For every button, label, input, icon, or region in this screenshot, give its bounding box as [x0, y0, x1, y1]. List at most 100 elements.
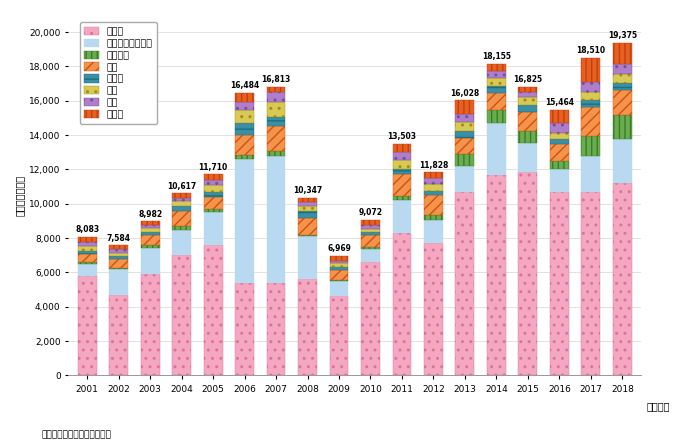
Bar: [456, 154, 474, 166]
Bar: [203, 180, 223, 186]
Bar: [329, 281, 349, 296]
Bar: [78, 242, 97, 246]
Bar: [109, 269, 128, 295]
Bar: [266, 156, 286, 283]
Text: 18,510: 18,510: [576, 46, 606, 55]
Bar: [519, 172, 537, 376]
Bar: [393, 199, 412, 232]
Bar: [582, 136, 600, 156]
Bar: [203, 175, 223, 180]
Bar: [361, 220, 380, 225]
Bar: [329, 270, 349, 280]
Bar: [424, 215, 443, 220]
Bar: [582, 91, 600, 100]
Bar: [78, 237, 97, 242]
Bar: [203, 192, 223, 197]
Bar: [329, 280, 349, 281]
Bar: [613, 43, 632, 65]
Text: 8,083: 8,083: [75, 225, 99, 234]
Bar: [393, 174, 412, 196]
Bar: [329, 267, 349, 270]
Bar: [298, 206, 317, 211]
Bar: [235, 135, 254, 155]
Bar: [203, 212, 223, 245]
Bar: [393, 232, 412, 376]
Text: 13,503: 13,503: [388, 132, 416, 141]
Bar: [109, 268, 128, 269]
Bar: [266, 283, 286, 376]
Bar: [456, 137, 474, 154]
Bar: [550, 145, 569, 161]
Bar: [266, 87, 286, 92]
Bar: [172, 198, 191, 202]
Bar: [78, 276, 97, 376]
Bar: [519, 87, 537, 92]
Bar: [613, 65, 632, 74]
Bar: [456, 192, 474, 376]
Bar: [361, 262, 380, 376]
Bar: [140, 229, 160, 232]
Bar: [266, 92, 286, 102]
Bar: [487, 175, 506, 376]
Bar: [203, 186, 223, 192]
Bar: [424, 184, 443, 191]
Bar: [550, 161, 569, 169]
Bar: [519, 112, 537, 131]
Bar: [456, 131, 474, 137]
Bar: [140, 225, 160, 229]
Bar: [172, 226, 191, 229]
Bar: [487, 86, 506, 93]
Bar: [613, 115, 632, 139]
Bar: [266, 118, 286, 126]
Bar: [235, 123, 254, 135]
Bar: [456, 166, 474, 192]
Bar: [235, 159, 254, 283]
Bar: [109, 249, 128, 253]
Bar: [361, 235, 380, 247]
Y-axis label: （単位・億円）: （単位・億円）: [15, 175, 25, 216]
Bar: [582, 82, 600, 91]
Bar: [140, 235, 160, 245]
Bar: [140, 221, 160, 225]
Text: 7,584: 7,584: [107, 234, 131, 243]
Bar: [361, 225, 380, 229]
Bar: [78, 251, 97, 254]
Bar: [298, 218, 317, 235]
Bar: [393, 169, 412, 174]
Bar: [298, 211, 317, 218]
Bar: [582, 107, 600, 136]
Bar: [550, 110, 569, 123]
Bar: [329, 261, 349, 263]
Bar: [298, 202, 317, 206]
Bar: [172, 255, 191, 376]
Bar: [329, 263, 349, 267]
Bar: [613, 139, 632, 183]
Text: 16,028: 16,028: [450, 89, 479, 98]
Bar: [456, 100, 474, 114]
Bar: [109, 245, 128, 249]
Bar: [109, 256, 128, 259]
Bar: [235, 92, 254, 102]
Bar: [172, 202, 191, 206]
Text: 16,813: 16,813: [262, 75, 290, 84]
Text: 10,347: 10,347: [293, 186, 322, 195]
Bar: [361, 229, 380, 232]
Bar: [393, 196, 412, 199]
Text: 11,710: 11,710: [199, 163, 227, 172]
Text: 9,072: 9,072: [358, 208, 382, 217]
Bar: [519, 131, 537, 143]
Bar: [519, 92, 537, 97]
Bar: [550, 192, 569, 376]
Text: 19,375: 19,375: [608, 31, 637, 40]
Text: 10,617: 10,617: [167, 182, 196, 191]
Bar: [298, 236, 317, 279]
Bar: [298, 198, 317, 202]
Bar: [456, 122, 474, 131]
Text: 資料）（一社）海外建設協会: 資料）（一社）海外建設協会: [41, 431, 111, 440]
Bar: [172, 229, 191, 255]
Text: 8,982: 8,982: [138, 210, 162, 219]
Bar: [456, 114, 474, 122]
Bar: [424, 220, 443, 243]
Bar: [424, 178, 443, 184]
Bar: [329, 256, 349, 261]
